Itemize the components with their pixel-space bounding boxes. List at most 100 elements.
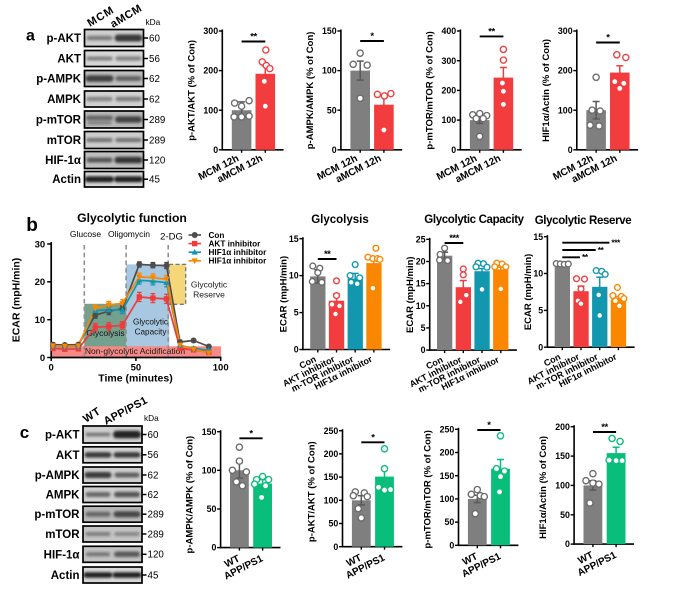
- svg-text:p-AKT: p-AKT: [45, 430, 80, 442]
- svg-text:50: 50: [560, 510, 570, 520]
- svg-text:100: 100: [558, 105, 573, 115]
- svg-text:p-mTOR: p-mTOR: [36, 115, 82, 127]
- svg-text:Actin: Actin: [51, 570, 80, 582]
- svg-text:p-mTOR/mTOR (% of Con): p-mTOR/mTOR (% of Con): [423, 430, 434, 548]
- svg-text:kDa: kDa: [146, 17, 161, 27]
- svg-text:p-mTOR/mTOR (% of Con): p-mTOR/mTOR (% of Con): [424, 31, 435, 149]
- svg-text:AKT inhibitor: AKT inhibitor: [209, 240, 262, 249]
- svg-text:50: 50: [131, 363, 142, 374]
- svg-text:15: 15: [416, 279, 426, 289]
- svg-text:45: 45: [148, 570, 159, 581]
- svg-text:p-AMPK: p-AMPK: [36, 74, 81, 86]
- svg-text:200: 200: [203, 66, 218, 76]
- svg-text:120: 120: [149, 155, 166, 166]
- svg-text:AKT: AKT: [57, 54, 81, 66]
- svg-text:*: *: [606, 33, 610, 44]
- svg-text:60: 60: [148, 430, 159, 441]
- svg-text:50: 50: [445, 517, 455, 527]
- svg-text:p-AMPK/AMPK (% of Con): p-AMPK/AMPK (% of Con): [305, 32, 316, 150]
- svg-text:2-DG: 2-DG: [160, 232, 183, 243]
- svg-text:150: 150: [555, 451, 570, 461]
- svg-text:HIF-1α: HIF-1α: [44, 549, 80, 561]
- svg-text:0: 0: [213, 145, 218, 155]
- svg-text:10: 10: [416, 301, 426, 311]
- svg-text:ECAR (mpH/min): ECAR (mpH/min): [523, 254, 534, 331]
- svg-text:0: 0: [333, 542, 338, 552]
- svg-text:50: 50: [329, 519, 339, 529]
- svg-text:0: 0: [568, 145, 573, 155]
- svg-text:10: 10: [289, 271, 299, 281]
- svg-text:150: 150: [324, 472, 339, 482]
- svg-text:Glycolytic Capacity: Glycolytic Capacity: [424, 214, 524, 226]
- svg-text:300: 300: [203, 26, 218, 36]
- svg-text:**: **: [324, 249, 331, 260]
- svg-text:p-AKT/AKT (% of Con): p-AKT/AKT (% of Con): [307, 441, 318, 542]
- svg-text:100: 100: [202, 465, 217, 475]
- svg-text:AKT: AKT: [56, 450, 80, 462]
- svg-text:100: 100: [322, 66, 337, 76]
- svg-text:HIF-1α: HIF-1α: [45, 155, 81, 167]
- svg-text:0: 0: [40, 353, 45, 364]
- svg-text:b: b: [26, 215, 38, 236]
- svg-text:25: 25: [416, 234, 426, 244]
- svg-text:20: 20: [416, 257, 426, 267]
- svg-text:200: 200: [324, 449, 339, 459]
- svg-text:**: **: [582, 252, 589, 262]
- svg-text:62: 62: [148, 470, 159, 481]
- svg-text:62: 62: [149, 94, 160, 105]
- svg-text:**: **: [488, 27, 495, 38]
- svg-text:**: **: [601, 422, 608, 433]
- svg-text:Capacity: Capacity: [135, 328, 168, 337]
- svg-text:100: 100: [213, 363, 229, 374]
- svg-text:AMPK: AMPK: [47, 94, 82, 106]
- svg-text:400: 400: [442, 26, 457, 36]
- svg-text:250: 250: [324, 426, 339, 436]
- svg-text:150: 150: [202, 427, 217, 437]
- svg-text:5: 5: [538, 306, 543, 316]
- svg-text:HIF1α inhibitor: HIF1α inhibitor: [209, 248, 268, 257]
- svg-text:p-AKT: p-AKT: [47, 33, 82, 45]
- svg-text:kDa: kDa: [144, 413, 159, 423]
- svg-text:150: 150: [322, 26, 337, 36]
- svg-text:50: 50: [327, 105, 337, 115]
- svg-text:ECAR (mpH/min): ECAR (mpH/min): [11, 258, 23, 343]
- svg-text:0: 0: [294, 345, 299, 355]
- svg-text:10: 10: [533, 269, 543, 279]
- svg-text:AMPK: AMPK: [46, 490, 81, 502]
- svg-text:p-AMPK/AMPK (% of Con): p-AMPK/AMPK (% of Con): [185, 436, 196, 554]
- svg-text:Time (minutes): Time (minutes): [98, 373, 172, 385]
- svg-text:mTOR: mTOR: [47, 135, 82, 147]
- svg-text:Reserve: Reserve: [193, 290, 225, 300]
- svg-text:200: 200: [440, 448, 455, 458]
- svg-text:Glycolytic: Glycolytic: [133, 318, 168, 327]
- svg-text:*: *: [249, 429, 253, 440]
- svg-text:HIF1α inhibitor: HIF1α inhibitor: [209, 257, 268, 266]
- svg-text:Glycolysis: Glycolysis: [86, 328, 124, 338]
- svg-text:0: 0: [451, 145, 456, 155]
- svg-text:Glycolytic Reserve: Glycolytic Reserve: [535, 215, 632, 227]
- svg-text:15: 15: [533, 232, 543, 242]
- svg-text:Con: Con: [209, 231, 225, 240]
- svg-text:Oligomycin: Oligomycin: [108, 229, 150, 239]
- svg-text:***: ***: [611, 238, 621, 248]
- svg-text:5: 5: [294, 308, 299, 318]
- svg-text:300: 300: [558, 26, 573, 36]
- svg-text:45: 45: [149, 175, 160, 186]
- svg-text:**: **: [250, 32, 257, 43]
- svg-text:5: 5: [421, 323, 426, 333]
- svg-text:56: 56: [149, 54, 160, 65]
- svg-text:10: 10: [35, 315, 46, 326]
- svg-text:0: 0: [211, 543, 216, 553]
- svg-text:0: 0: [449, 540, 454, 550]
- svg-text:60: 60: [149, 33, 160, 44]
- svg-text:289: 289: [149, 115, 165, 126]
- svg-text:HIF1α/Actin (% of Con): HIF1α/Actin (% of Con): [538, 436, 549, 539]
- svg-text:100: 100: [203, 105, 218, 115]
- svg-text:Glycolysis: Glycolysis: [311, 214, 369, 226]
- svg-text:ECAR (mpH/min): ECAR (mpH/min): [278, 256, 289, 333]
- svg-text:250: 250: [440, 424, 455, 434]
- svg-text:100: 100: [324, 495, 339, 505]
- svg-text:200: 200: [442, 86, 457, 96]
- svg-text:mTOR: mTOR: [45, 529, 80, 541]
- svg-text:Glucose: Glucose: [70, 229, 101, 239]
